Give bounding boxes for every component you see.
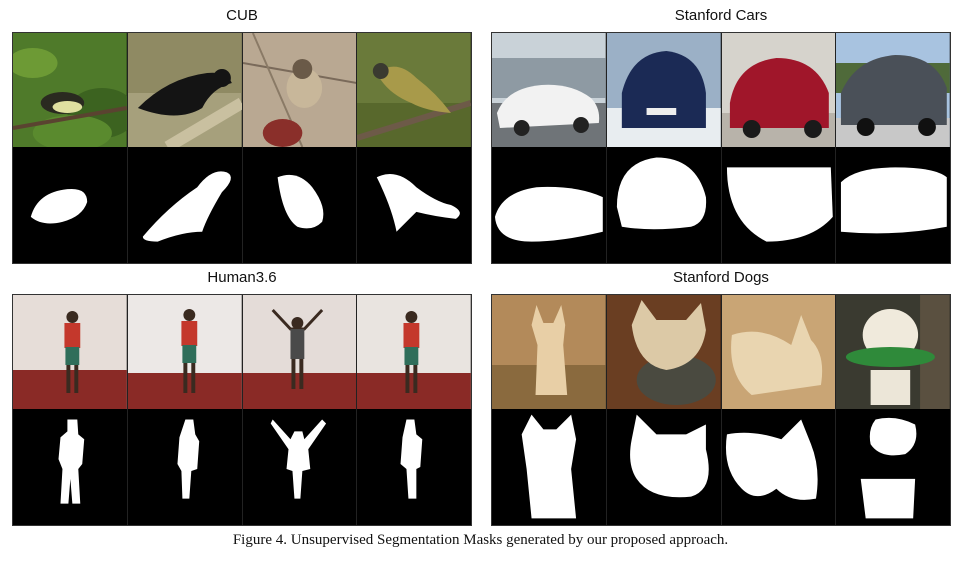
image-grid	[491, 32, 951, 264]
photo-row	[13, 295, 471, 409]
dog-1-mask	[492, 409, 607, 525]
dog-3-mask	[721, 409, 837, 525]
human-3-photo	[242, 295, 358, 409]
panel-stanford-dogs: Stanford Dogs	[491, 266, 951, 528]
human-1-photo	[13, 295, 128, 409]
panel-title: Human3.6	[207, 269, 277, 286]
human-4-photo	[357, 295, 471, 409]
car-1-mask	[492, 147, 607, 263]
image-grid	[12, 294, 472, 526]
bird-4-mask	[357, 147, 471, 263]
car-4-mask	[836, 147, 950, 263]
dog-4-photo	[836, 295, 950, 409]
car-3-mask	[721, 147, 837, 263]
human-1-mask	[13, 409, 128, 525]
panel-title: Stanford Cars	[674, 7, 768, 24]
image-grid	[12, 32, 472, 264]
panel-cub: CUB	[12, 4, 472, 266]
panel-human36: Human3.6	[12, 266, 472, 528]
bird-3-mask	[242, 147, 358, 263]
bird-3-photo	[242, 33, 358, 147]
dog-3-photo	[721, 295, 837, 409]
photo-row	[13, 33, 471, 147]
mask-row	[492, 147, 950, 263]
panel-stanford-cars: Stanford Cars	[491, 4, 951, 266]
image-grid	[491, 294, 951, 526]
bird-2-photo	[127, 33, 243, 147]
human-2-photo	[127, 295, 243, 409]
panel-title: Stanford Dogs	[673, 269, 769, 286]
dog-2-mask	[606, 409, 722, 525]
car-1-photo	[492, 33, 607, 147]
human-3-mask	[242, 409, 358, 525]
dog-2-photo	[606, 295, 722, 409]
bird-1-mask	[13, 147, 128, 263]
car-4-photo	[836, 33, 950, 147]
dog-1-photo	[492, 295, 607, 409]
bird-4-photo	[357, 33, 471, 147]
mask-row	[492, 409, 950, 525]
car-2-mask	[606, 147, 722, 263]
panel-title: CUB	[226, 7, 258, 24]
bird-1-photo	[13, 33, 128, 147]
human-2-mask	[127, 409, 243, 525]
photo-row	[492, 295, 950, 409]
car-3-photo	[721, 33, 837, 147]
dog-4-mask	[836, 409, 950, 525]
car-2-photo	[606, 33, 722, 147]
photo-row	[492, 33, 950, 147]
mask-row	[13, 409, 471, 525]
bird-2-mask	[127, 147, 243, 263]
human-4-mask	[357, 409, 471, 525]
figure-caption: Figure 4. Unsupervised Segmentation Mask…	[232, 532, 729, 548]
mask-row	[13, 147, 471, 263]
